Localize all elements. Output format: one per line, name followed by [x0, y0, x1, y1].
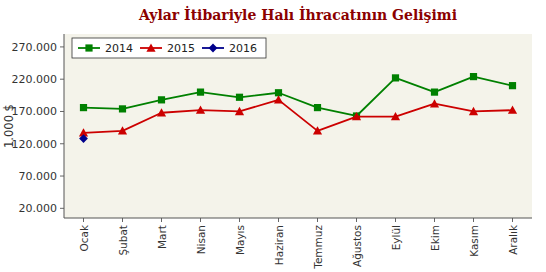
data-point[interactable]: [392, 74, 399, 81]
data-point[interactable]: [196, 106, 205, 114]
data-point[interactable]: [80, 104, 87, 111]
x-tick: [512, 218, 513, 222]
chart: Aylar İtibariyle Halı İhracatının Gelişi…: [0, 0, 546, 272]
data-point[interactable]: [508, 106, 517, 114]
x-tick-label: Mart: [156, 225, 168, 249]
data-point[interactable]: [158, 96, 165, 103]
data-point[interactable]: [509, 82, 516, 89]
y-tick: [60, 46, 64, 47]
x-tick-label: Aralık: [507, 224, 519, 255]
y-tick-label: 170.000: [12, 105, 58, 118]
y-tick-label: 120.000: [12, 138, 58, 151]
data-point[interactable]: [119, 105, 126, 112]
data-point[interactable]: [118, 126, 127, 134]
legend-marker: [209, 44, 218, 53]
chart-container: Aylar İtibariyle Halı İhracatının Gelişi…: [0, 0, 546, 272]
x-tick-label: Mayıs: [234, 225, 246, 255]
y-axis-label: 1.000 $: [2, 104, 16, 148]
legend-label: 2014: [105, 42, 133, 55]
legend-marker: [146, 43, 155, 51]
legend-label: 2015: [167, 42, 195, 55]
x-tick-label: Kasım: [468, 225, 480, 257]
x-tick: [278, 218, 279, 222]
data-point[interactable]: [470, 73, 477, 80]
x-tick: [317, 218, 318, 222]
x-tick-label: Nisan: [195, 225, 207, 254]
data-point[interactable]: [469, 107, 478, 115]
plot-background: [64, 34, 532, 218]
legend-frame: [72, 38, 266, 58]
data-point[interactable]: [431, 89, 438, 96]
x-axis-line: [64, 218, 532, 219]
y-tick-label: 220.000: [12, 73, 58, 86]
series-line: [84, 100, 513, 133]
y-tick-label: 20.000: [19, 202, 58, 215]
data-point[interactable]: [157, 108, 166, 116]
x-tick: [83, 218, 84, 222]
data-point[interactable]: [430, 99, 439, 107]
y-tick: [60, 79, 64, 80]
x-tick-label: Ekim: [429, 225, 441, 251]
title: Aylar İtibariyle Halı İhracatının Gelişi…: [138, 5, 457, 23]
data-point[interactable]: [236, 94, 243, 101]
x-tick: [356, 218, 357, 222]
data-point[interactable]: [274, 95, 283, 103]
x-tick-label: Eylül: [390, 225, 402, 250]
data-point[interactable]: [314, 104, 321, 111]
x-tick: [473, 218, 474, 222]
plot-area: [79, 73, 517, 143]
y-tick: [60, 111, 64, 112]
x-tick-label: Ocak: [78, 224, 90, 251]
x-tick: [122, 218, 123, 222]
x-tick-label: Ağustos: [351, 225, 363, 267]
x-tick: [434, 218, 435, 222]
data-point[interactable]: [197, 89, 204, 96]
legend: 2014 2015 2016: [72, 38, 266, 58]
x-tick: [395, 218, 396, 222]
data-point[interactable]: [79, 134, 88, 143]
y-tick-label: 70.000: [19, 170, 58, 183]
x-tick: [161, 218, 162, 222]
x-tick: [200, 218, 201, 222]
y-tick: [60, 208, 64, 209]
x-tick-label: Temmuz: [312, 225, 324, 270]
y-tick: [60, 143, 64, 144]
y-axis-line: [64, 34, 65, 218]
y-tick: [60, 176, 64, 177]
data-point[interactable]: [352, 112, 361, 120]
series-line: [84, 77, 513, 116]
x-tick-label: Şubat: [117, 225, 129, 256]
legend-marker: [85, 44, 92, 51]
data-point[interactable]: [235, 107, 244, 115]
data-point[interactable]: [313, 126, 322, 134]
x-tick: [239, 218, 240, 222]
legend-label: 2016: [229, 42, 257, 55]
y-tick-label: 270.000: [12, 41, 58, 54]
x-tick-label: Haziran: [273, 225, 285, 265]
data-point[interactable]: [391, 112, 400, 120]
